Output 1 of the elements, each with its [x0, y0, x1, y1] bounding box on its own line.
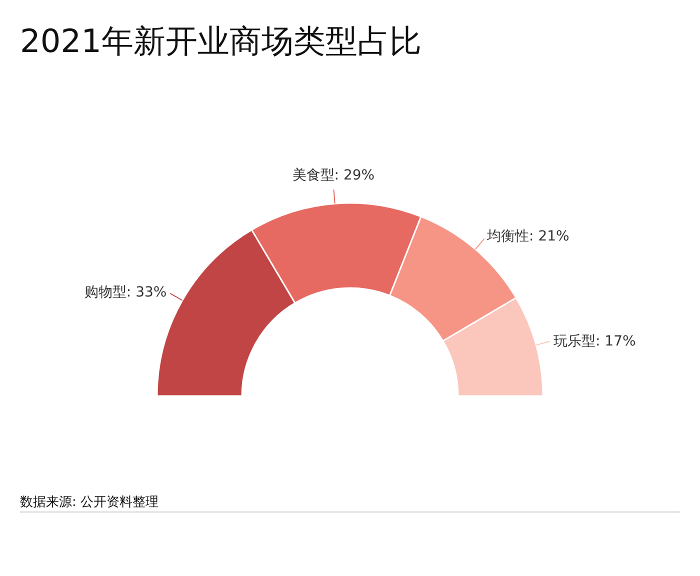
- title: 2021年新开业商场类型占比: [20, 22, 422, 60]
